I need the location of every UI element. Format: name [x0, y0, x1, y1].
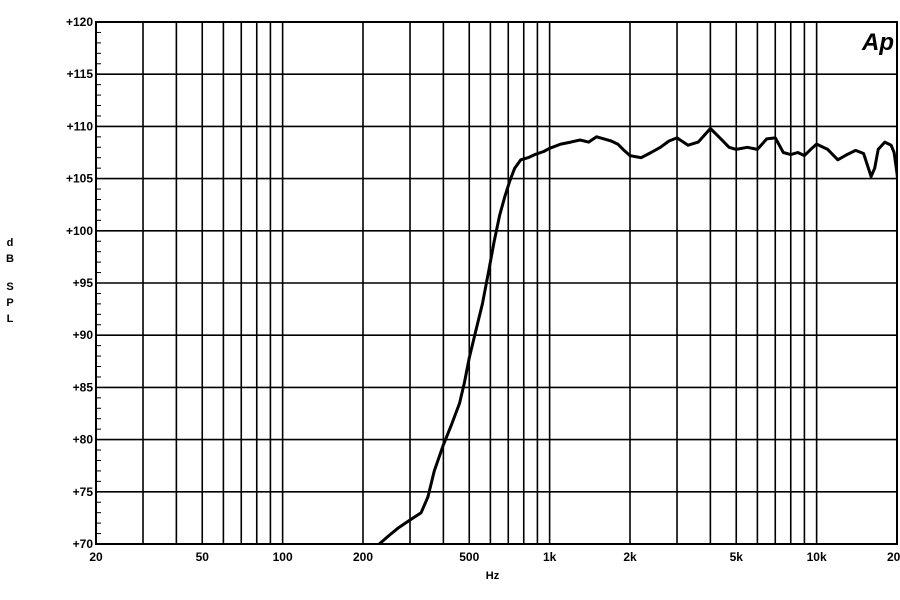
y-tick-label: +100 [66, 224, 93, 238]
x-tick-label: 500 [459, 550, 479, 564]
x-tick-label: 10k [807, 550, 827, 564]
y-tick-label: +115 [67, 67, 94, 81]
y-axis-label-letter: S [6, 281, 13, 293]
y-axis-label-letter: P [6, 297, 13, 309]
x-tick-label: 5k [730, 550, 744, 564]
plot-frame [95, 21, 898, 545]
x-tick-label: 100 [273, 550, 293, 564]
y-tick-label: +120 [66, 15, 93, 29]
y-tick-label: +70 [73, 537, 94, 551]
y-axis-label: dB SPL [6, 237, 14, 325]
y-tick-label: +105 [66, 172, 93, 186]
y-tick-label: +110 [67, 119, 94, 133]
x-tick-label: 200 [353, 550, 373, 564]
y-axis-label-letter: B [6, 253, 14, 265]
series-group [377, 127, 897, 544]
ap-logo: Ap [861, 29, 894, 56]
y-tick-label: +80 [73, 433, 94, 447]
y-tick-label: +85 [73, 380, 94, 394]
y-axis-label-letter: d [7, 237, 14, 249]
y-axis-label-letter: L [7, 313, 14, 325]
ap-logo-text: Ap [861, 29, 894, 56]
x-axis-label: Hz [486, 570, 500, 582]
spl-response-line [377, 127, 897, 544]
y-tick-label: +95 [73, 276, 94, 290]
y-tick-labels: +70 +75 +80 +85 +90 +95 +100 +105 +110 +115 +120 [66, 15, 93, 551]
x-tick-label: 1k [543, 550, 557, 564]
x-tick-label: 50 [196, 550, 210, 564]
x-tick-labels: 20 50 100 200 500 1k 2k 5k 10k 20k [89, 550, 900, 564]
x-tick-label: 20 [89, 550, 103, 564]
y-tick-label: +90 [73, 328, 94, 342]
x-tick-label: 2k [623, 550, 637, 564]
x-tick-label: 20k [887, 550, 900, 564]
y-tick-label: +75 [73, 485, 94, 499]
